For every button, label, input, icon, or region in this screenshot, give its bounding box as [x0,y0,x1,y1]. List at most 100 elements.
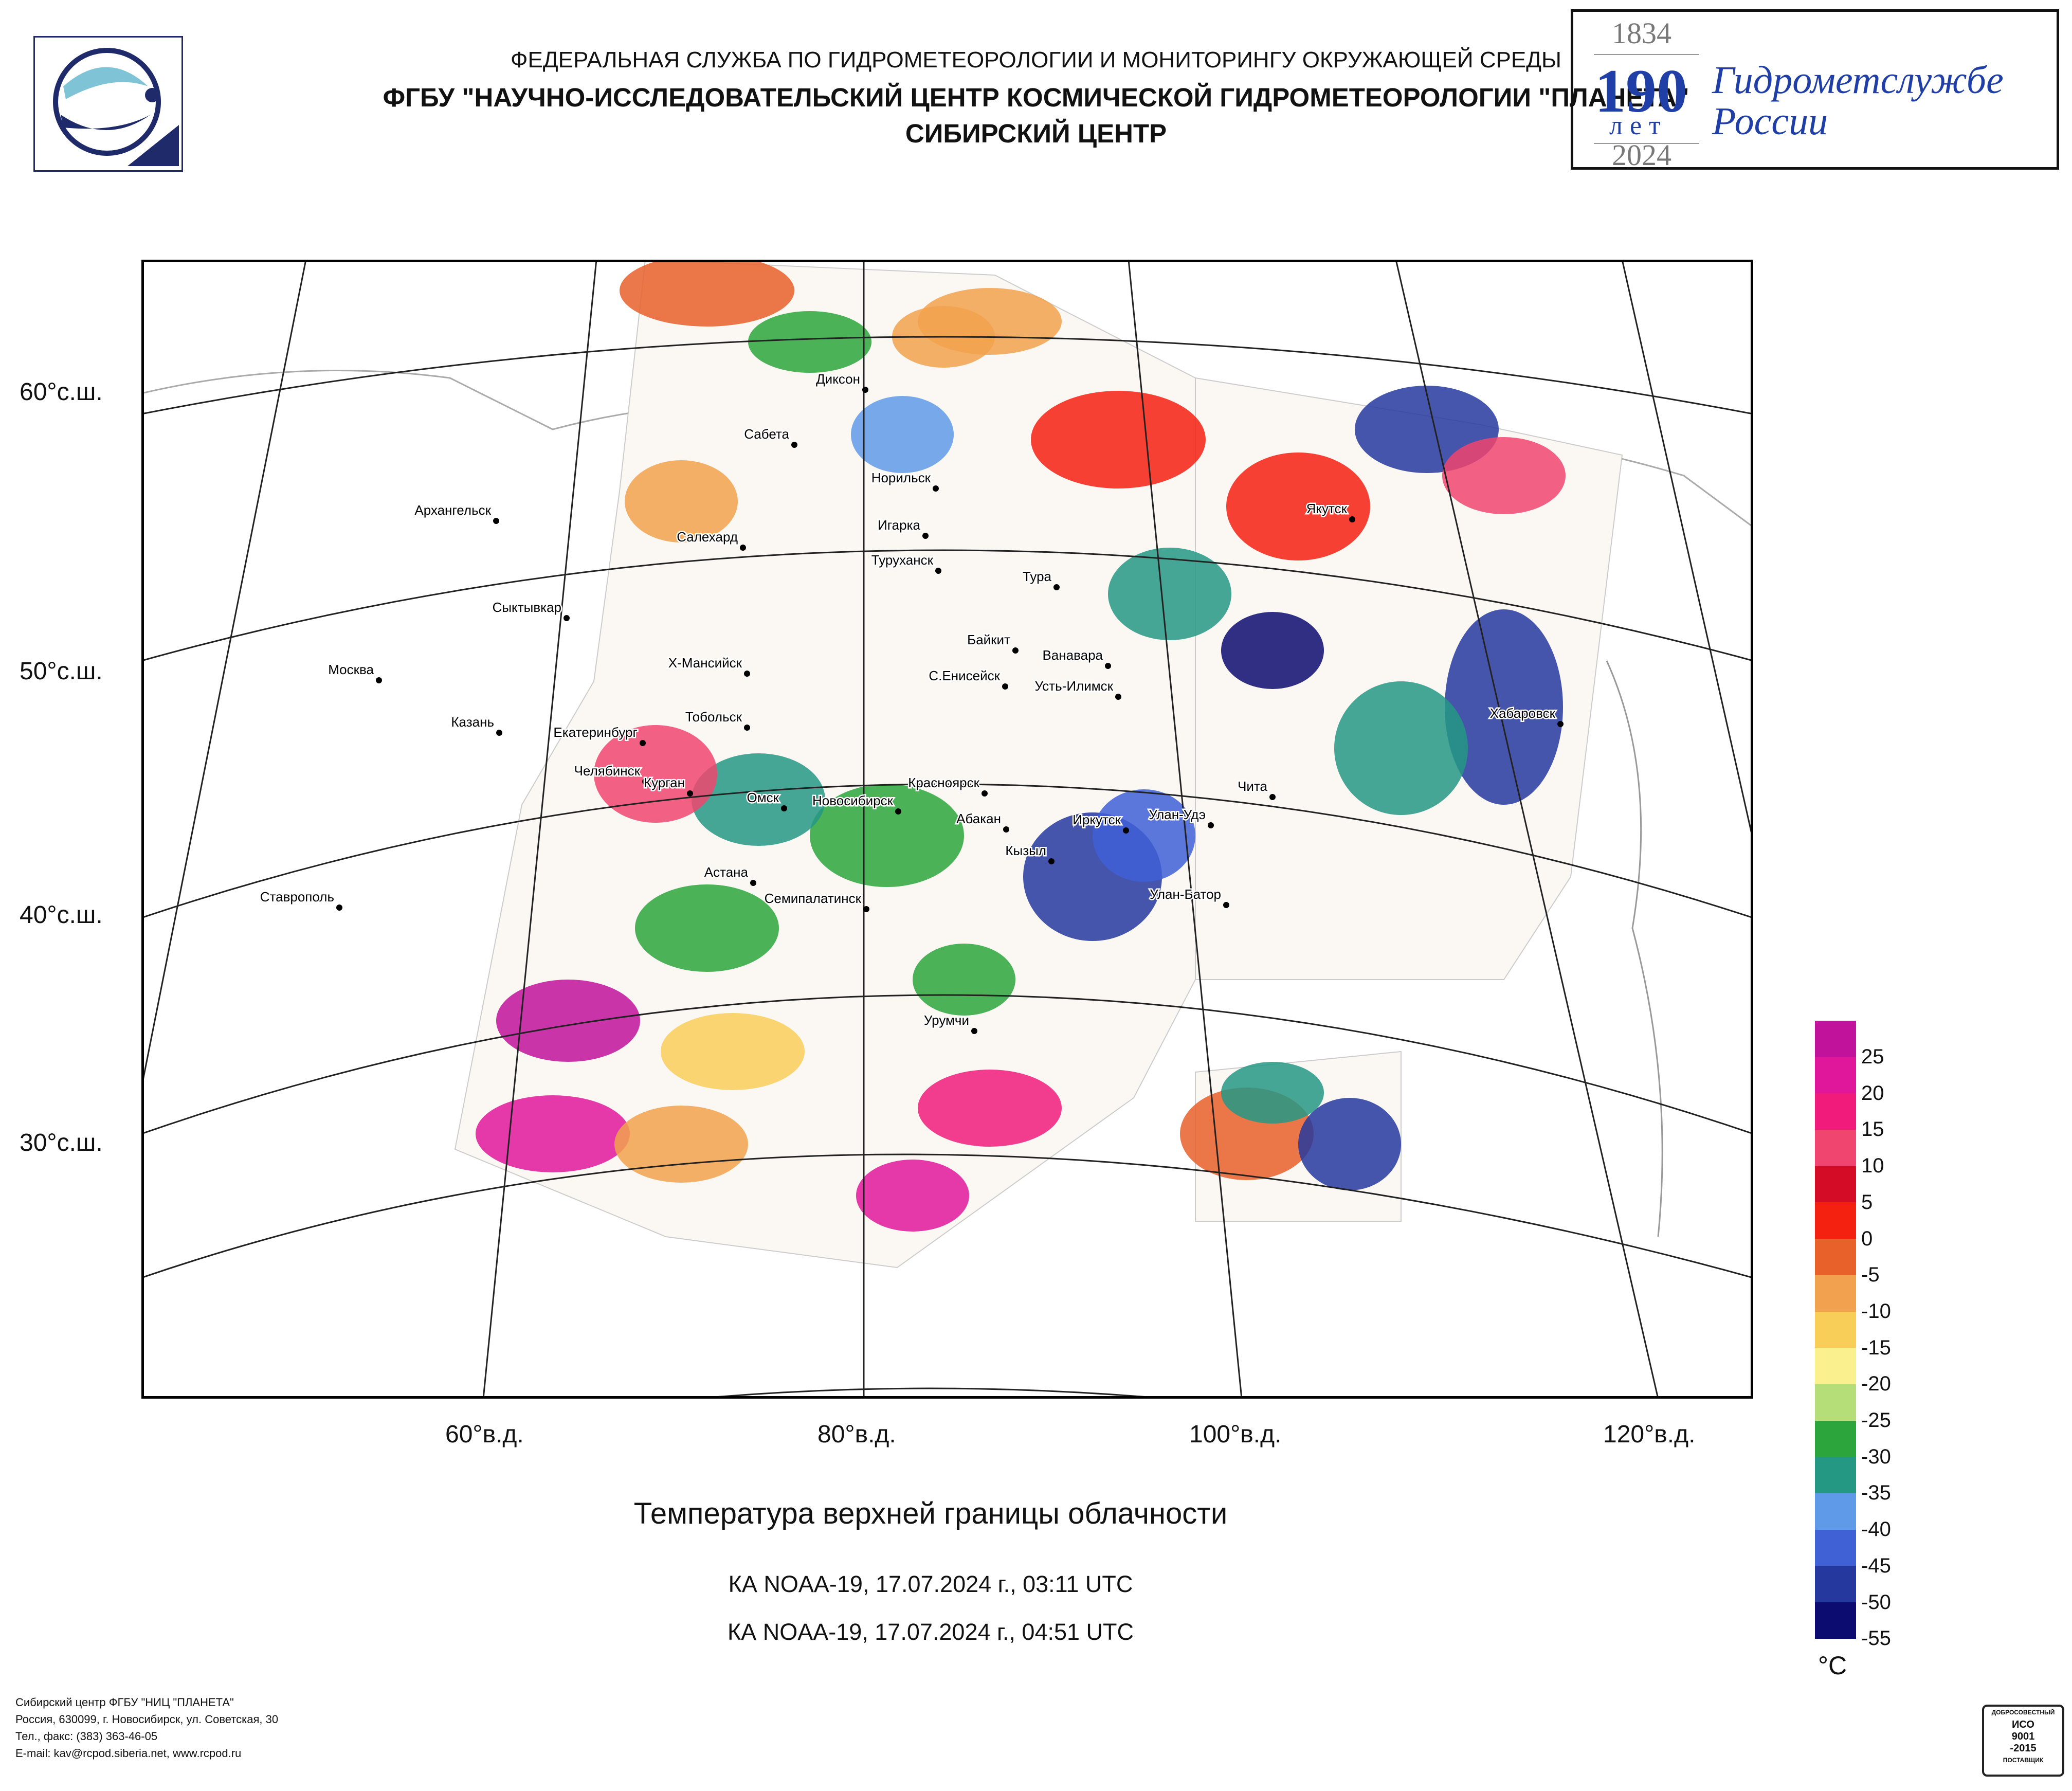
cloud-patch [1108,548,1231,640]
city-marker [687,790,693,797]
city-marker [1269,794,1276,800]
city-marker [895,808,901,815]
city-marker [1123,827,1129,834]
cloud-patch [496,980,640,1062]
city-label: Норильск [871,470,931,485]
legend-label: 0 [1861,1227,1873,1250]
city-marker [935,568,941,574]
legend-swatch [1815,1311,1856,1348]
city-label: Х-Мансийск [668,655,742,671]
legend-unit: °C [1818,1651,1847,1680]
iso-badge-line1: ИСО [2012,1719,2034,1730]
anniversary-year-end: 2024 [1612,138,1671,172]
city-label: Москва [328,662,374,677]
city-label: Астана [704,864,749,880]
footer-address: Россия, 630099, г. Новосибирск, ул. Сове… [15,1713,279,1726]
city-marker [863,906,869,912]
city-label: Туруханск [871,552,934,568]
legend-label: 15 [1861,1118,1884,1141]
lon-label-100: 100°в.д. [1189,1421,1282,1448]
lon-label-80: 80°в.д. [817,1421,896,1448]
lat-label-30: 30°с.ш. [20,1129,103,1156]
footer-phone: Тел., факс: (383) 363-46-05 [15,1730,158,1743]
city-marker [1003,826,1009,833]
legend-label: -25 [1861,1409,1891,1432]
legend-swatch [1815,1493,1856,1530]
cloud-patch [918,1070,1062,1147]
footer-contacts: E-mail: kav@rcpod.siberia.net, www.rcpod… [15,1747,242,1760]
cloud-patch [851,396,954,473]
header-agency-line: ФЕДЕРАЛЬНАЯ СЛУЖБА ПО ГИДРОМЕТЕОРОЛОГИИ … [511,47,1561,73]
lat-label-60: 60°с.ш. [20,378,103,406]
city-label: Хабаровск [1490,705,1556,721]
lon-label-60: 60°в.д. [445,1421,524,1448]
anniversary-year-start: 1834 [1612,16,1671,50]
cloud-patch [476,1095,630,1172]
cloud-patch [1093,789,1195,882]
lon-label-120: 120°в.д. [1603,1421,1696,1448]
legend-swatch [1815,1275,1856,1312]
cloud-patch [1445,609,1563,805]
city-label: Абакан [956,811,1001,826]
city-marker [922,533,929,539]
city-marker [642,779,648,785]
legend-label: -5 [1861,1263,1880,1287]
city-label: Омск [747,790,779,805]
legend-swatch [1815,1384,1856,1421]
cloud-top-temperature-map: Диксон Сабета Норильск Игарка Туруханск Салех… [141,259,1754,1399]
city-label: Красноярск [908,775,979,790]
legend-swatch [1815,1202,1856,1239]
city-marker [1115,694,1121,700]
city-marker [1002,683,1008,690]
city-label: Ставрополь [260,889,334,904]
iso-badge-line3: -2015 [2010,1743,2037,1754]
city-label: Семипалатинск [765,891,862,906]
city-marker [740,545,746,551]
cloud-patch [1442,437,1566,514]
cloud-patch [614,1106,748,1183]
legend-swatch [1815,1566,1856,1602]
city-label: Кызыл [1005,843,1046,858]
cloud-patch [913,944,1015,1016]
legend-label: -55 [1861,1627,1891,1650]
header-center-line: СИБИРСКИЙ ЦЕНТР [905,119,1167,148]
cloud-patch [1221,612,1324,689]
satellite-pass-2: КА NOAA-19, 17.07.2024 г., 04:51 UTC [727,1619,1134,1645]
legend-swatch [1815,1602,1856,1639]
city-marker [744,725,750,731]
legend-label: -50 [1861,1590,1891,1614]
city-label: Улан-Батор [1150,887,1221,902]
cloud-patch [635,884,779,972]
cloud-patch [661,1013,805,1090]
city-marker [750,880,756,886]
legend-label: 25 [1861,1045,1884,1068]
city-marker [1349,516,1355,522]
city-marker [1557,721,1564,727]
city-marker [336,904,342,911]
planeta-logo [33,36,183,172]
city-label: Диксон [816,371,860,387]
iso-certificate-badge: ДОБРОСОВЕСТНЫЙ ИСО 9001 -2015 ПОСТАВЩИК [1982,1705,2064,1777]
city-label: Екатеринбург [553,725,638,740]
legend-label: -40 [1861,1518,1891,1541]
legend-label: 5 [1861,1190,1873,1214]
legend-swatch [1815,1130,1856,1166]
city-marker [862,387,868,393]
legend-label: -20 [1861,1372,1891,1396]
legend-label: 10 [1861,1154,1884,1178]
city-label: Усть-Илимск [1034,678,1113,694]
iso-badge-top: ДОБРОСОВЕСТНЫЙ [1991,1709,2055,1716]
city-marker [1223,902,1229,908]
iso-badge-bottom: ПОСТАВЩИК [2003,1757,2044,1764]
legend-swatch [1815,1239,1856,1275]
cloud-patch [1298,1098,1401,1190]
divider [1594,143,1699,144]
city-label: Новосибирск [812,793,894,808]
legend-swatch [1815,1166,1856,1203]
legend-swatch [1815,1348,1856,1384]
city-label: Сыктывкар [493,600,561,615]
temperature-legend [1815,1021,1856,1639]
city-label: Урумчи [924,1012,969,1028]
city-marker [1053,584,1060,590]
city-marker [493,518,499,524]
